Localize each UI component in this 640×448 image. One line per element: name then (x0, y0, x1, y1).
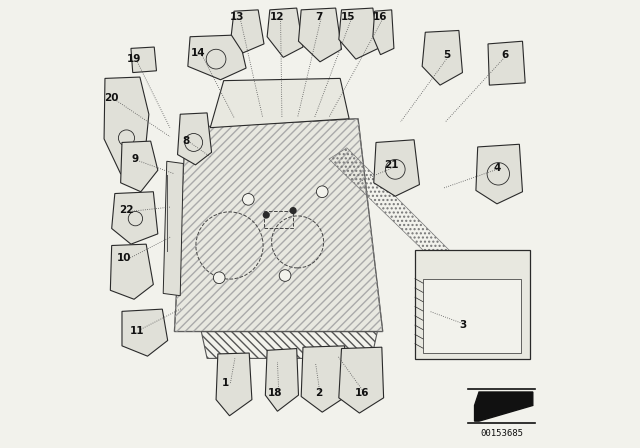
Text: 16: 16 (373, 12, 388, 22)
Polygon shape (163, 161, 184, 296)
Polygon shape (104, 77, 149, 174)
Circle shape (316, 186, 328, 198)
Text: 3: 3 (459, 320, 466, 330)
Text: 19: 19 (127, 54, 141, 64)
Text: 00153685: 00153685 (480, 429, 523, 438)
Polygon shape (121, 141, 158, 192)
Polygon shape (266, 349, 298, 411)
Text: 4: 4 (493, 163, 500, 173)
Text: 2: 2 (316, 388, 323, 398)
Polygon shape (188, 35, 246, 80)
Text: 22: 22 (119, 205, 134, 215)
Text: 5: 5 (443, 50, 450, 60)
Text: 12: 12 (270, 12, 285, 22)
Polygon shape (476, 144, 522, 204)
Polygon shape (339, 8, 378, 59)
Polygon shape (112, 192, 158, 244)
Text: 13: 13 (230, 12, 244, 22)
Circle shape (279, 270, 291, 281)
Text: 18: 18 (268, 388, 282, 398)
Polygon shape (110, 244, 154, 299)
Polygon shape (267, 8, 303, 57)
Polygon shape (373, 10, 394, 55)
Polygon shape (422, 30, 463, 85)
Text: 15: 15 (340, 12, 355, 22)
Polygon shape (475, 392, 533, 421)
Text: 14: 14 (191, 48, 205, 58)
Polygon shape (415, 250, 530, 359)
Text: 8: 8 (182, 136, 189, 146)
Polygon shape (301, 346, 346, 412)
Polygon shape (339, 347, 383, 413)
Text: 9: 9 (132, 154, 139, 164)
Polygon shape (210, 78, 349, 128)
Polygon shape (177, 113, 212, 165)
Polygon shape (131, 47, 157, 73)
Polygon shape (298, 8, 342, 62)
Circle shape (243, 194, 254, 205)
Polygon shape (122, 309, 168, 356)
Text: 16: 16 (355, 388, 370, 398)
Text: 20: 20 (104, 93, 119, 103)
Polygon shape (423, 279, 521, 353)
Text: 7: 7 (316, 12, 323, 22)
Polygon shape (374, 140, 419, 196)
Polygon shape (216, 353, 252, 416)
Polygon shape (231, 10, 264, 53)
Text: 6: 6 (501, 50, 508, 60)
Circle shape (262, 211, 270, 219)
Polygon shape (174, 119, 383, 332)
Circle shape (213, 272, 225, 284)
Text: 1: 1 (222, 378, 230, 388)
Text: 21: 21 (385, 160, 399, 170)
Polygon shape (488, 41, 525, 85)
Text: 11: 11 (130, 326, 145, 336)
Text: 10: 10 (116, 253, 131, 263)
Circle shape (289, 207, 297, 214)
